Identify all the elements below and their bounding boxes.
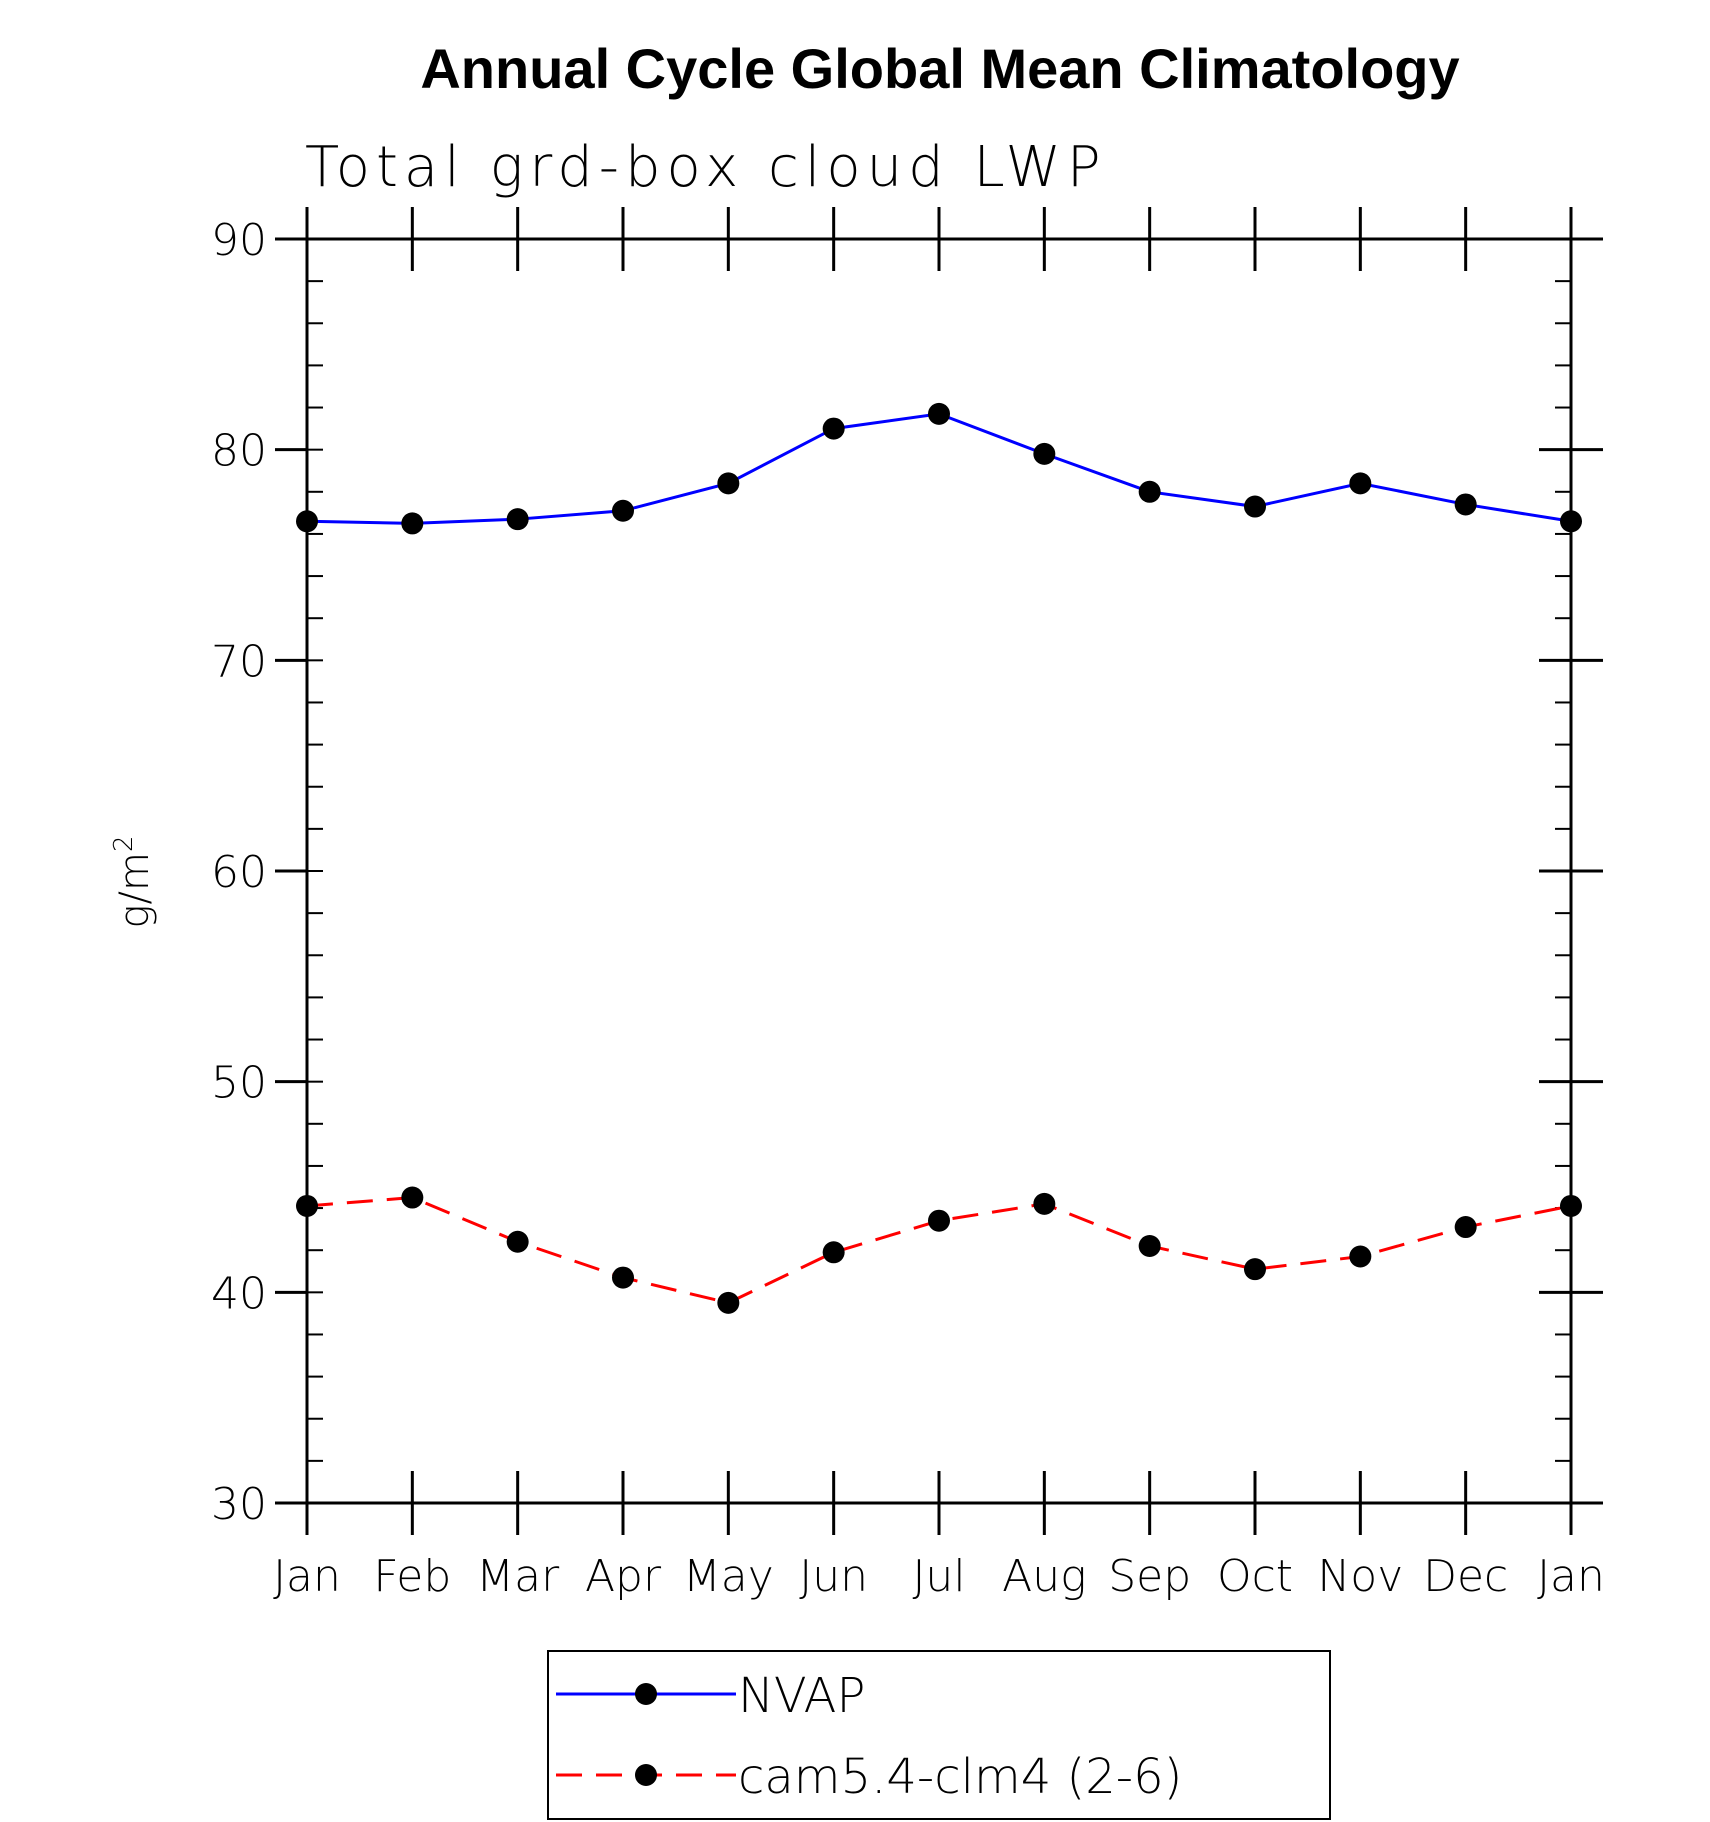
data-point (1454, 1216, 1477, 1239)
data-point (1349, 1245, 1372, 1268)
x-tick-label: Jul (912, 1551, 965, 1602)
data-point (928, 1209, 950, 1232)
data-point (506, 508, 529, 531)
data-point (928, 402, 950, 425)
chart-subtitle: Total grd-box cloud LWP (305, 135, 1107, 200)
legend-label: NVAP (738, 1668, 865, 1724)
chart-title: Annual Cycle Global Mean Climatology (420, 37, 1459, 100)
data-point (1244, 495, 1266, 518)
data-point (296, 510, 318, 533)
legend-marker (635, 1764, 657, 1786)
x-tick-label: Mar (476, 1551, 560, 1602)
y-tick-label: 70 (211, 636, 267, 687)
data-point (401, 1186, 424, 1209)
data-point (1138, 1234, 1161, 1257)
data-point (1244, 1258, 1266, 1281)
plot-frame (305, 237, 1573, 1505)
x-tick-label: Sep (1108, 1551, 1191, 1602)
data-point (1349, 472, 1372, 495)
data-point (822, 1241, 845, 1264)
data-point (1033, 442, 1056, 465)
y-tick-label: 50 (211, 1058, 267, 1109)
data-point (612, 499, 634, 522)
x-tick-label: Feb (373, 1551, 451, 1602)
data-point (612, 1266, 634, 1289)
y-tick-label: 80 (211, 426, 267, 477)
y-tick-label: 40 (211, 1268, 267, 1319)
data-point (506, 1230, 529, 1253)
y-tick-label: 60 (211, 847, 267, 898)
data-point (1033, 1192, 1056, 1215)
series-line-0 (306, 412, 1572, 525)
data-point (1560, 1194, 1582, 1217)
x-axis-ticks: Jan Feb Mar Apr May Jun Jul Aug Sep Oct Nov Dec Jan (273, 207, 1605, 1602)
data-point (1454, 493, 1477, 516)
x-tick-label: Nov (1317, 1551, 1403, 1602)
data-point (822, 417, 845, 440)
x-tick-label: Aug (1002, 1551, 1086, 1602)
y-axis-label: g/m2 (109, 836, 158, 929)
data-point (401, 512, 424, 535)
data-point (1560, 510, 1582, 533)
y-tick-label: 30 (211, 1479, 267, 1530)
legend-box (547, 1650, 1331, 1820)
data-point (296, 1194, 318, 1217)
x-tick-label: Dec (1423, 1551, 1508, 1602)
legend: NVAP cam5.4-clm4 (2-6) (547, 1650, 1331, 1820)
x-tick-label: Jun (799, 1551, 868, 1602)
x-tick-label: May (683, 1551, 774, 1602)
legend-marker (635, 1683, 657, 1705)
legend-label: cam5.4-clm4 (2-6) (738, 1749, 1182, 1805)
data-point (717, 1291, 740, 1314)
x-tick-label: Apr (585, 1551, 662, 1602)
data-point (717, 472, 740, 495)
x-tick-label: Jan (1537, 1551, 1605, 1602)
y-axis-ticks: 30 40 50 60 70 80 90 (211, 215, 1603, 1530)
series-layer (296, 402, 1582, 1314)
x-tick-label: Jan (273, 1551, 341, 1602)
plot-border (305, 237, 1573, 1505)
x-tick-label: Oct (1217, 1551, 1293, 1602)
y-tick-label: 90 (211, 215, 267, 266)
data-point (1138, 480, 1161, 503)
